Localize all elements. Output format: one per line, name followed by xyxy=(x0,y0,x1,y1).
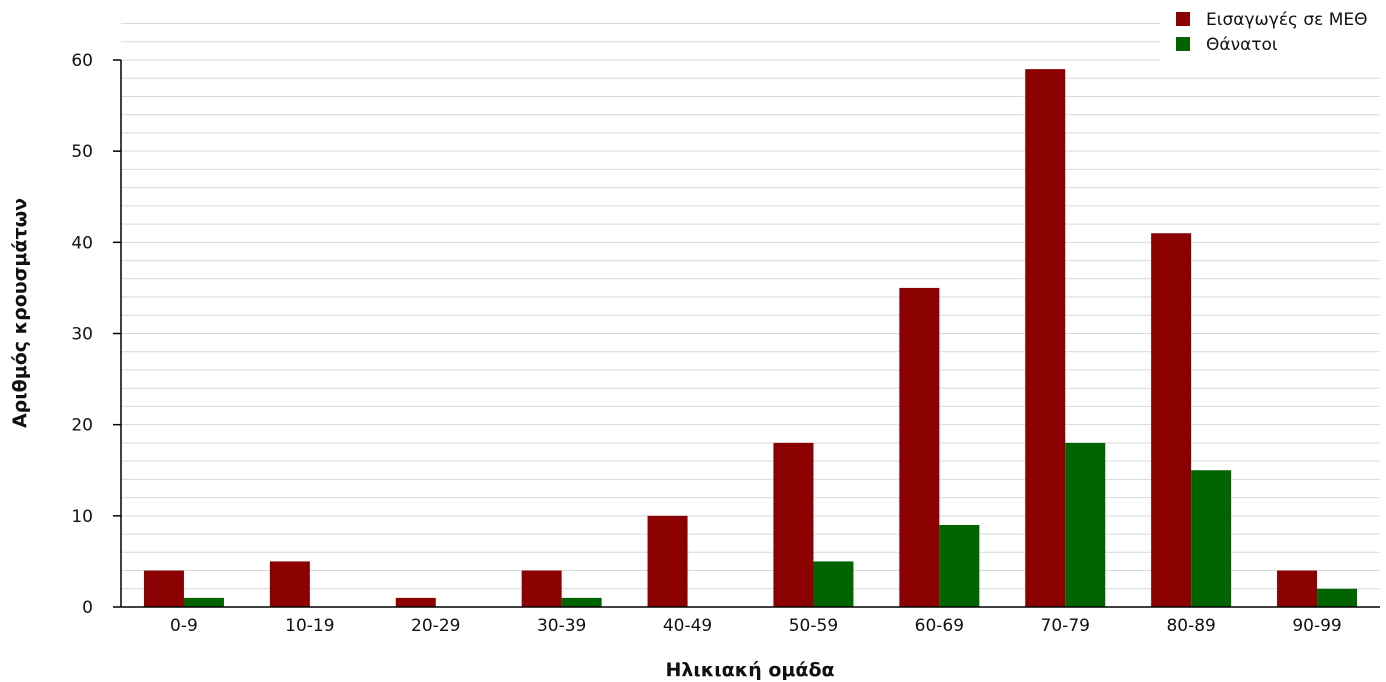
x-tick-label: 90-99 xyxy=(1292,616,1341,636)
x-tick-label: 60-69 xyxy=(915,616,964,636)
bar-deaths xyxy=(183,597,224,607)
x-tick-label: 40-49 xyxy=(663,616,712,636)
bar-icu-admissions xyxy=(521,570,562,607)
bar-icu-admissions xyxy=(899,287,940,607)
x-tick-label: 50-59 xyxy=(789,616,838,636)
bar-icu-admissions xyxy=(269,561,310,607)
y-tick-labels: 0 10 20 30 40 50 60 xyxy=(71,51,121,618)
y-tick-label: 30 xyxy=(71,325,93,345)
bar-deaths xyxy=(813,561,854,607)
x-tick-label: 80-89 xyxy=(1166,616,1215,636)
y-tick-label: 50 xyxy=(71,142,93,162)
bar-deaths xyxy=(1065,442,1106,607)
bar-icu-admissions xyxy=(1277,570,1318,607)
bar-icu-admissions xyxy=(395,597,436,607)
x-tick-label: 0-9 xyxy=(170,616,198,636)
y-tick-label: 20 xyxy=(71,416,93,436)
legend-label: Θάνατοι xyxy=(1206,35,1278,55)
legend-background xyxy=(1160,4,1382,64)
bar-icu-admissions xyxy=(773,442,814,607)
bar-icu-admissions xyxy=(647,515,688,607)
bar-deaths xyxy=(1191,470,1232,607)
bars xyxy=(143,69,1358,607)
x-tick-label: 20-29 xyxy=(411,616,460,636)
legend-label: Εισαγωγές σε ΜΕΘ xyxy=(1206,10,1368,30)
y-axis-title: Αριθμός κρουσμάτων xyxy=(9,198,31,428)
bar-deaths xyxy=(561,597,602,607)
legend: Εισαγωγές σε ΜΕΘ Θάνατοι xyxy=(1160,4,1382,64)
legend-swatch xyxy=(1176,12,1190,26)
bar-deaths xyxy=(1317,588,1358,607)
x-tick-label: 10-19 xyxy=(285,616,334,636)
bar-deaths xyxy=(939,524,980,607)
y-tick-label: 40 xyxy=(71,233,93,253)
y-tick-label: 60 xyxy=(71,51,93,71)
bar-icu-admissions xyxy=(1025,69,1066,607)
legend-swatch xyxy=(1176,37,1190,51)
bar-icu-admissions xyxy=(1151,233,1192,607)
y-tick-label: 10 xyxy=(71,507,93,527)
bar-icu-admissions xyxy=(143,570,184,607)
x-tick-label: 70-79 xyxy=(1041,616,1090,636)
x-tick-label: 30-39 xyxy=(537,616,586,636)
y-tick-label: 0 xyxy=(82,598,93,618)
x-tick-labels: 0-9 10-19 20-29 30-39 40-49 50-59 60-69 70-79 80… xyxy=(170,616,1342,636)
x-axis-title: Ηλικιακή ομάδα xyxy=(665,659,834,681)
